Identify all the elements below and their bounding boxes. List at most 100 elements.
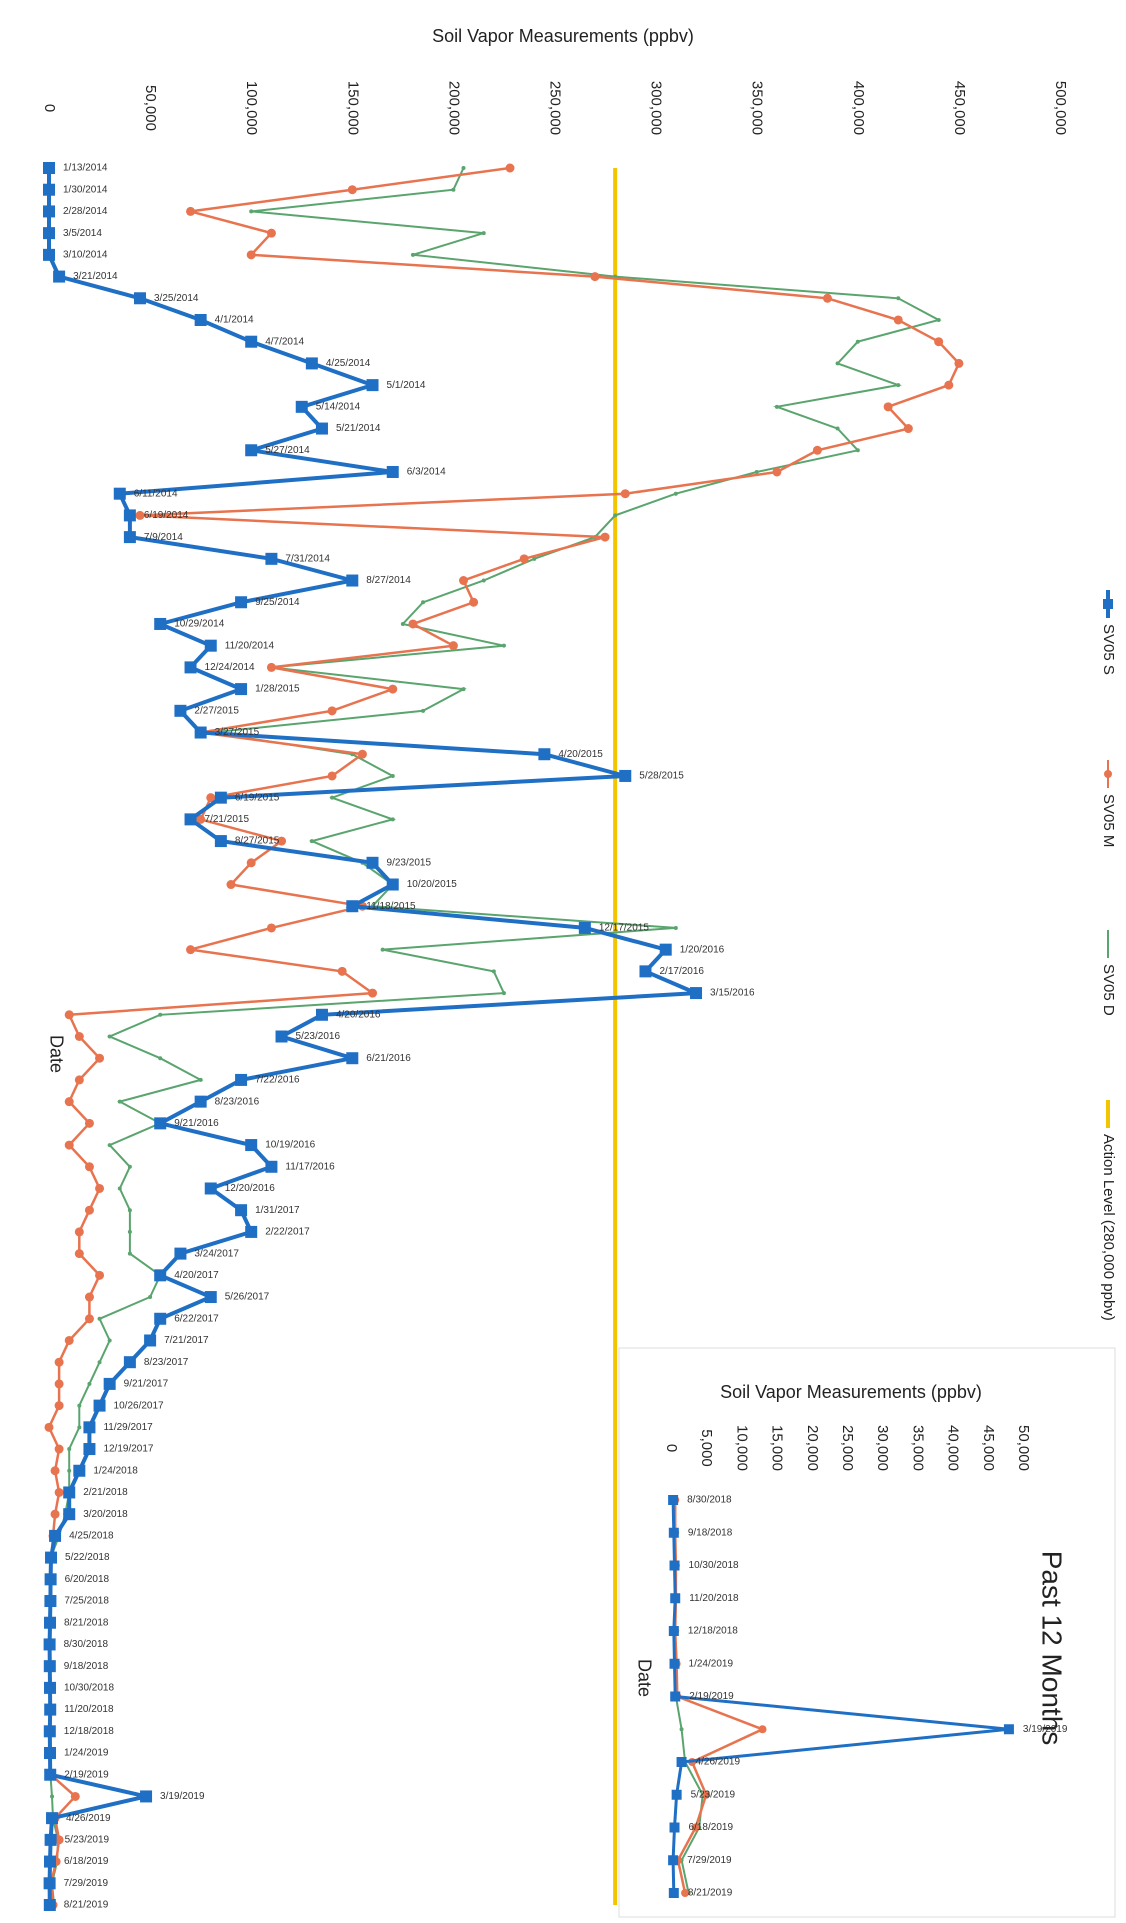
x-axis-title: Date (634, 1659, 654, 1697)
marker (659, 943, 672, 956)
date-label: 6/19/2015 (235, 792, 280, 803)
date-label: 8/30/2018 (687, 1495, 732, 1506)
marker (97, 1360, 102, 1365)
marker (883, 402, 893, 412)
marker (135, 510, 145, 520)
marker (44, 1681, 57, 1694)
marker (421, 600, 426, 605)
date-label: 9/18/2018 (64, 1661, 109, 1672)
marker (54, 1401, 64, 1411)
date-label: 3/21/2014 (73, 271, 118, 282)
date-label: 5/21/2014 (336, 423, 381, 434)
marker (107, 1034, 112, 1039)
marker (95, 1270, 105, 1280)
y-tick-label: 45,000 (980, 1425, 997, 1471)
marker (246, 858, 256, 868)
marker (315, 1008, 328, 1021)
marker (368, 988, 378, 998)
marker (43, 1877, 56, 1890)
marker (43, 1638, 56, 1651)
date-label: 5/23/2019 (691, 1789, 736, 1800)
marker (184, 661, 197, 674)
y-tick-label: 400,000 (850, 81, 867, 135)
marker (1003, 1724, 1014, 1735)
date-label: 11/18/2015 (366, 901, 416, 912)
date-label: 9/21/2016 (174, 1118, 219, 1129)
marker (113, 487, 126, 500)
marker (54, 1835, 64, 1845)
marker (158, 1012, 163, 1017)
marker (896, 296, 901, 301)
marker (246, 250, 256, 260)
marker (835, 361, 840, 366)
date-label: 10/19/2016 (265, 1140, 315, 1151)
x-axis-title: Date (46, 1035, 66, 1073)
date-label: 12/20/2016 (225, 1183, 275, 1194)
marker (43, 1899, 56, 1911)
marker (123, 509, 136, 522)
marker (204, 1182, 217, 1195)
legend-marker (1104, 770, 1112, 778)
date-label: 1/20/2016 (680, 944, 725, 955)
marker (681, 1889, 690, 1897)
marker (107, 1338, 112, 1343)
inset-frame (618, 1347, 1116, 1918)
date-label: 8/23/2017 (144, 1357, 189, 1368)
y-tick-label: 50,000 (1015, 1425, 1032, 1471)
marker (903, 424, 913, 434)
marker (421, 708, 426, 713)
y-tick-label: 10,000 (733, 1425, 750, 1471)
marker (43, 227, 55, 240)
marker (235, 1204, 248, 1217)
y-tick-label: 500,000 (1052, 81, 1069, 135)
y-tick-label: 0 (41, 104, 58, 112)
marker (620, 489, 630, 499)
marker (174, 1247, 187, 1260)
marker (469, 597, 479, 607)
marker (380, 947, 385, 952)
marker (390, 817, 395, 822)
marker (74, 1075, 84, 1085)
marker (54, 1357, 64, 1367)
date-label: 3/24/2017 (194, 1248, 239, 1259)
y-tick-label: 0 (663, 1444, 680, 1452)
date-label: 12/24/2014 (205, 662, 255, 673)
marker (64, 1335, 74, 1345)
marker (668, 1527, 679, 1538)
marker (676, 1757, 687, 1767)
marker (63, 1486, 76, 1499)
marker (330, 795, 335, 800)
date-label: 9/18/2018 (688, 1527, 733, 1538)
marker (123, 531, 136, 544)
marker (305, 357, 318, 370)
marker (266, 923, 276, 933)
marker (491, 969, 496, 974)
date-label: 3/10/2014 (63, 249, 108, 260)
marker (448, 641, 458, 651)
marker (758, 1725, 767, 1734)
marker (198, 1077, 203, 1082)
marker (95, 1183, 105, 1193)
marker (204, 1291, 217, 1304)
marker (133, 292, 146, 305)
marker (501, 643, 506, 648)
marker (295, 400, 308, 413)
date-label: 6/20/2018 (65, 1574, 110, 1585)
marker (214, 791, 227, 804)
date-label: 3/15/2016 (710, 988, 755, 999)
date-label: 7/22/2016 (255, 1075, 300, 1086)
marker (43, 183, 55, 196)
date-label: 1/13/2014 (63, 163, 108, 174)
date-label: 4/26/2019 (66, 1813, 111, 1824)
marker (54, 1444, 64, 1454)
date-label: 11/20/2018 (64, 1704, 114, 1715)
marker (249, 209, 254, 214)
date-label: 4/26/2019 (696, 1757, 741, 1768)
date-label: 3/27/2015 (215, 727, 260, 738)
legend-item: SV05 S (1100, 590, 1117, 675)
legend-item: SV05 M (1100, 760, 1117, 847)
marker (54, 1487, 64, 1497)
marker (44, 1747, 57, 1760)
marker (461, 166, 466, 170)
marker (245, 444, 258, 457)
